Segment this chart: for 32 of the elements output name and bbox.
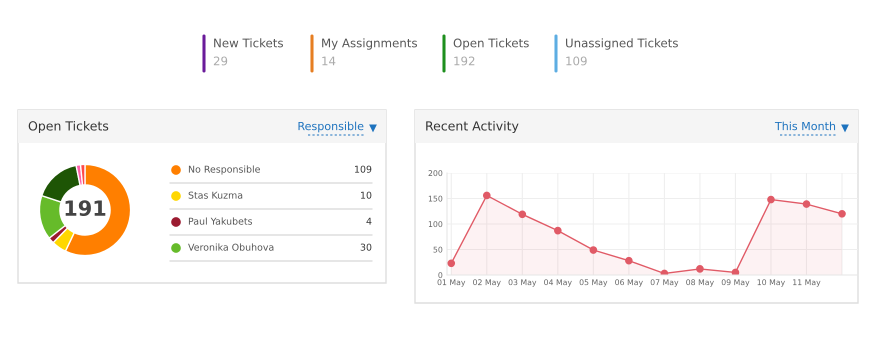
point (802, 200, 810, 208)
data-label: 14 (322, 56, 336, 66)
chart-title: Recent Activity (426, 120, 519, 134)
legend-label: Stas Kuzma (188, 192, 242, 199)
data-label: 10 (361, 192, 372, 199)
point (767, 196, 775, 204)
category-label: Open Tickets (454, 38, 529, 50)
data-label: 192 (454, 56, 474, 66)
point (482, 192, 491, 200)
point (447, 259, 456, 268)
chart-title: Open Tickets (28, 120, 108, 134)
data-label: 29 (214, 56, 228, 66)
category-label: My Assignments (322, 38, 418, 50)
data-label: 109 (355, 166, 372, 173)
point (625, 256, 633, 265)
category-label: New Tickets (214, 38, 283, 48)
legend-label: No Responsible (188, 165, 260, 175)
point (838, 210, 846, 218)
point (590, 246, 598, 254)
point (518, 210, 526, 218)
data-label: 109 (566, 56, 587, 66)
point (732, 268, 740, 275)
text: Responsible (298, 122, 364, 132)
legend-label: Paul Yakubets (188, 217, 252, 225)
data-label: 4 (366, 218, 372, 225)
legend-label: Veronika Obuhova (188, 243, 274, 251)
text: This Month (774, 122, 836, 130)
point (696, 265, 704, 273)
data-label: 30 (360, 244, 372, 251)
category-label: Unassigned Tickets (566, 38, 678, 50)
point (554, 226, 562, 234)
text: 191 (66, 200, 106, 216)
